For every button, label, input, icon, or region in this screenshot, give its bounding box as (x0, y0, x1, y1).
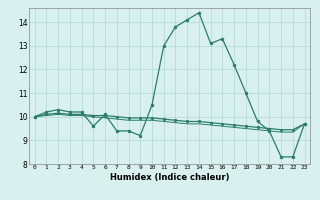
X-axis label: Humidex (Indice chaleur): Humidex (Indice chaleur) (110, 173, 229, 182)
